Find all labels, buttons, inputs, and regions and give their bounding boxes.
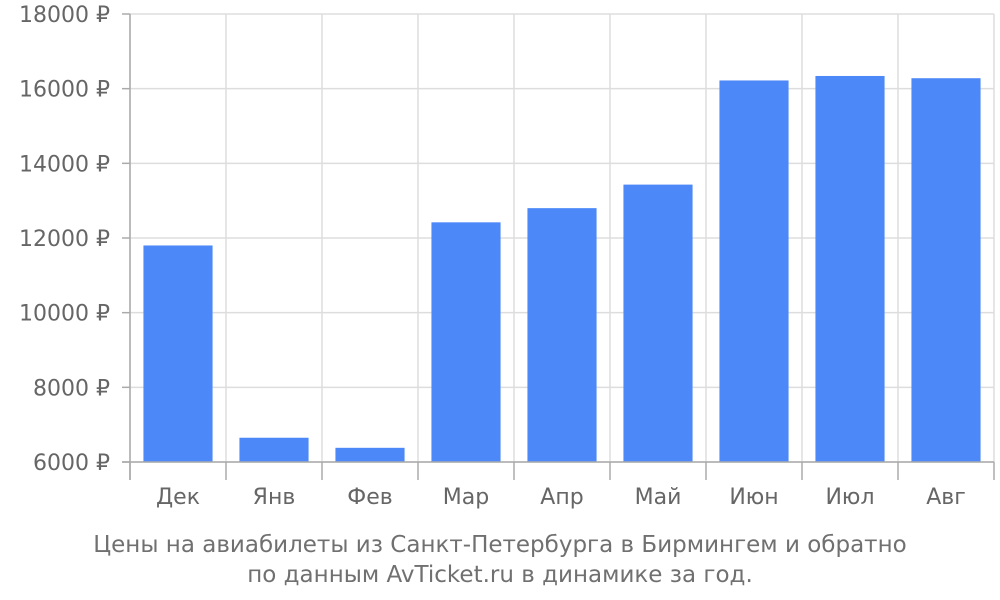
bar <box>239 437 309 462</box>
bar <box>527 208 597 462</box>
y-tick-labels: 6000 ₽ 8000 ₽ 10000 ₽ 12000 ₽ 14000 ₽ 16000 ₽… <box>19 3 110 476</box>
x-tick-label: Июн <box>729 485 778 510</box>
chart-caption: Цены на авиабилеты из Санкт-Петербурга в… <box>0 530 1000 590</box>
x-tick-labels: Дек Янв Фев Мар Апр Май Июн Июл Авг <box>156 485 966 510</box>
x-tick-label: Апр <box>540 485 583 510</box>
caption-line-2: по данным AvTicket.ru в динамике за год. <box>247 562 753 588</box>
y-tick-label: 10000 ₽ <box>19 302 110 327</box>
x-tick-label: Дек <box>156 485 200 510</box>
axes <box>122 13 995 480</box>
bar <box>719 80 789 462</box>
caption-line-1: Цены на авиабилеты из Санкт-Петербурга в… <box>93 532 907 558</box>
x-tick-label: Янв <box>253 485 296 510</box>
x-tick-label: Мар <box>443 485 489 510</box>
bar <box>623 184 693 462</box>
bar <box>431 222 501 462</box>
y-tick-label: 18000 ₽ <box>19 3 110 28</box>
x-tick-label: Май <box>635 485 682 510</box>
bars <box>143 75 981 463</box>
price-bar-chart: 6000 ₽ 8000 ₽ 10000 ₽ 12000 ₽ 14000 ₽ 16000 ₽… <box>19 3 995 510</box>
bar <box>911 78 981 463</box>
x-tick-label: Авг <box>926 485 966 510</box>
grid-lines <box>129 13 995 463</box>
y-tick-label: 6000 ₽ <box>33 451 110 476</box>
y-tick-label: 12000 ₽ <box>19 227 110 252</box>
y-tick-label: 8000 ₽ <box>33 376 110 401</box>
y-tick-label: 14000 ₽ <box>19 152 110 177</box>
x-tick-label: Июл <box>825 485 874 510</box>
bar <box>815 75 885 463</box>
bar <box>143 245 213 462</box>
x-tick-label: Фев <box>347 485 392 510</box>
y-tick-label: 16000 ₽ <box>19 78 110 103</box>
bar <box>335 447 405 462</box>
